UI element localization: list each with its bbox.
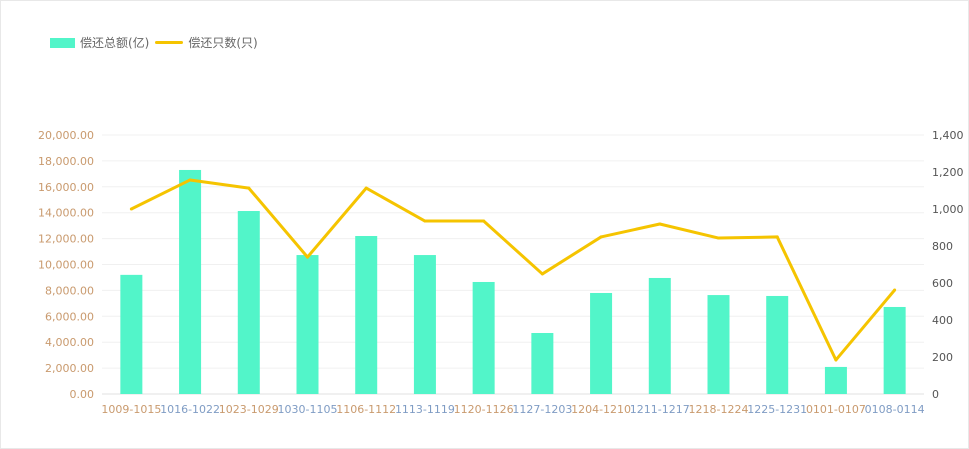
line-point: [599, 235, 603, 239]
x-tick-label: 1225-1231: [747, 403, 807, 416]
line-point: [717, 236, 720, 240]
y-left-tick-label: 8,000.00: [45, 284, 94, 297]
x-tick-label: 1113-1119: [395, 403, 455, 416]
line-point: [893, 288, 897, 292]
line-point: [306, 255, 309, 259]
y-left-tick-label: 4,000.00: [45, 336, 94, 349]
x-tick-label: 0101-0107: [806, 403, 866, 416]
y-left-tick-label: 0.00: [70, 388, 95, 401]
bar: [648, 277, 671, 394]
y-left-tick-label: 12,000.00: [38, 233, 94, 246]
legend-item-bar[interactable]: 偿还总额(亿): [50, 34, 149, 51]
x-tick-label: 1218-1224: [689, 403, 749, 416]
line-point: [658, 222, 662, 226]
y-right-tick-label: 1,000: [932, 203, 964, 216]
x-tick-label: 1204-1210: [571, 403, 631, 416]
y-right-tick-label: 800: [932, 240, 953, 253]
y-right-tick-label: 400: [932, 314, 953, 327]
x-tick-label: 1120-1126: [454, 403, 514, 416]
bar: [472, 281, 495, 394]
bar: [531, 333, 554, 394]
y-right-tick-label: 600: [932, 277, 953, 290]
bar: [355, 236, 378, 394]
y-left-tick-label: 2,000.00: [45, 362, 94, 375]
y-right-tick-label: 1,400: [932, 129, 964, 142]
x-tick-label: 1127-1203: [512, 403, 572, 416]
x-tick-label: 1016-1022: [160, 403, 220, 416]
legend-swatch-line: [155, 41, 184, 44]
legend: 偿还总额(亿) 偿还只数(只): [50, 34, 264, 51]
line-point: [775, 235, 779, 239]
legend-label-bar: 偿还总额(亿): [80, 36, 150, 50]
bar: [413, 255, 436, 394]
line-point: [540, 272, 544, 276]
y-left-tick-label: 6,000.00: [45, 310, 94, 323]
line-point: [482, 219, 486, 223]
x-tick-label: 1023-1029: [219, 403, 279, 416]
line-point: [188, 178, 192, 182]
line-point: [247, 186, 251, 190]
legend-swatch-bar: [50, 37, 75, 48]
y-left-tick-label: 20,000.00: [38, 129, 94, 142]
legend-label-line: 偿还只数(只): [188, 36, 258, 50]
bar: [237, 211, 260, 394]
bar: [296, 255, 319, 394]
bar: [590, 292, 613, 394]
legend-item-line[interactable]: 偿还只数(只): [155, 34, 258, 51]
line-point: [129, 207, 133, 211]
x-tick-label: 0108-0114: [865, 403, 925, 416]
y-right-tick-label: 200: [932, 351, 953, 364]
bar: [824, 366, 847, 394]
y-left-tick-label: 16,000.00: [38, 181, 94, 194]
bar: [120, 274, 143, 394]
x-tick-label: 1030-1105: [278, 403, 338, 416]
line-point: [834, 358, 838, 362]
x-tick-label: 1106-1112: [336, 403, 396, 416]
y-left-tick-label: 14,000.00: [38, 207, 94, 220]
line-point: [423, 219, 427, 223]
x-tick-label: 1009-1015: [101, 403, 161, 416]
bar: [883, 306, 906, 394]
line-series: [130, 178, 896, 362]
bar: [179, 169, 202, 394]
x-tick-label: 1211-1217: [630, 403, 690, 416]
y-right-tick-label: 0: [932, 388, 939, 401]
y-left-tick-label: 10,000.00: [38, 259, 94, 272]
y-left-tick-label: 18,000.00: [38, 155, 94, 168]
line-point: [364, 186, 368, 190]
y-right-tick-label: 1,200: [932, 166, 964, 179]
bar: [766, 295, 789, 394]
bar: [707, 295, 730, 394]
